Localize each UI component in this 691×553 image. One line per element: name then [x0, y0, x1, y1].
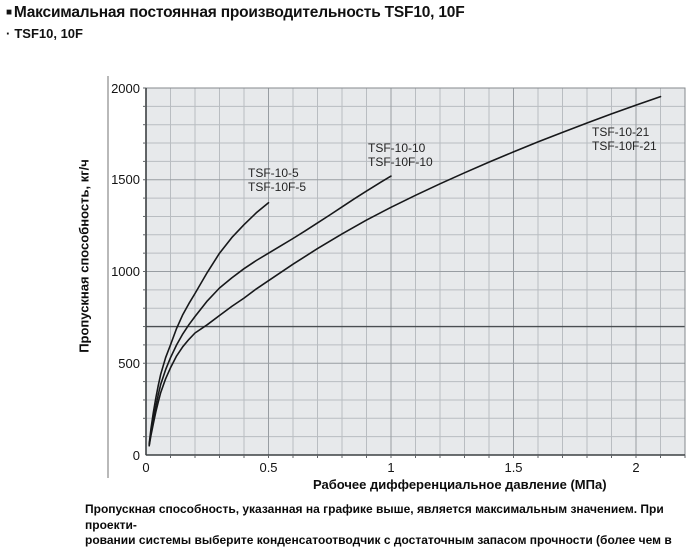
footnote-line: ровании системы выберите конденсатоотвод…	[85, 533, 672, 553]
curve-label-line: TSF-10-21	[592, 125, 650, 139]
page-title-text: Максимальная постоянная производительнос…	[13, 4, 465, 21]
curve-label-tsf-10-10: TSF-10-10 TSF-10F-10	[368, 141, 433, 169]
y-tick-label: 500	[118, 355, 140, 371]
x-tick-label: 1	[387, 460, 395, 475]
y-tick-label: 2000	[111, 80, 140, 96]
curve-tsf-10-21	[148, 95, 662, 447]
y-tick-label: 0	[132, 447, 140, 463]
curve-label-line: TSF-10-5	[248, 166, 299, 180]
square-bullet-icon: ■	[6, 7, 12, 18]
y-tick-label: 1500	[111, 172, 140, 188]
curve-label-tsf-10-5: TSF-10-5 TSF-10F-5	[248, 166, 307, 194]
x-axis-title: Рабочее дифференциальное давление (МПа)	[313, 477, 607, 492]
y-axis-title: Пропускная способность, кг/ч	[76, 159, 92, 353]
x-tick-label: 0.5	[259, 460, 278, 475]
x-tick-label: 0	[142, 460, 150, 475]
page-subtitle: · TSF10, 10F	[6, 26, 83, 41]
y-tick-label: 1000	[111, 264, 140, 279]
dot-bullet-icon: ·	[6, 26, 11, 41]
curve-label-line: TSF-10-10	[368, 141, 426, 155]
page-title: ■ Максимальная постоянная производительно…	[6, 4, 465, 22]
curve-tsf-10-10	[148, 175, 392, 446]
left-column-rule	[107, 76, 109, 478]
page-subtitle-text: TSF10, 10F	[14, 26, 83, 41]
x-tick-label: 2	[632, 460, 640, 475]
curve-tsf-10-5	[148, 201, 270, 445]
curve-label-line: TSF-10F-10	[368, 154, 433, 169]
curve-label-line: TSF-10F-5	[248, 179, 307, 194]
curve-label-tsf-10-21: TSF-10-21 TSF-10F-21	[592, 125, 657, 153]
curve-label-line: TSF-10F-21	[592, 138, 657, 153]
x-tick-label: 1.5	[504, 460, 523, 475]
footnote-line: Пропускная способность, указанная на гра…	[85, 502, 664, 532]
footnote: Пропускная способность, указанная на гра…	[85, 502, 689, 553]
